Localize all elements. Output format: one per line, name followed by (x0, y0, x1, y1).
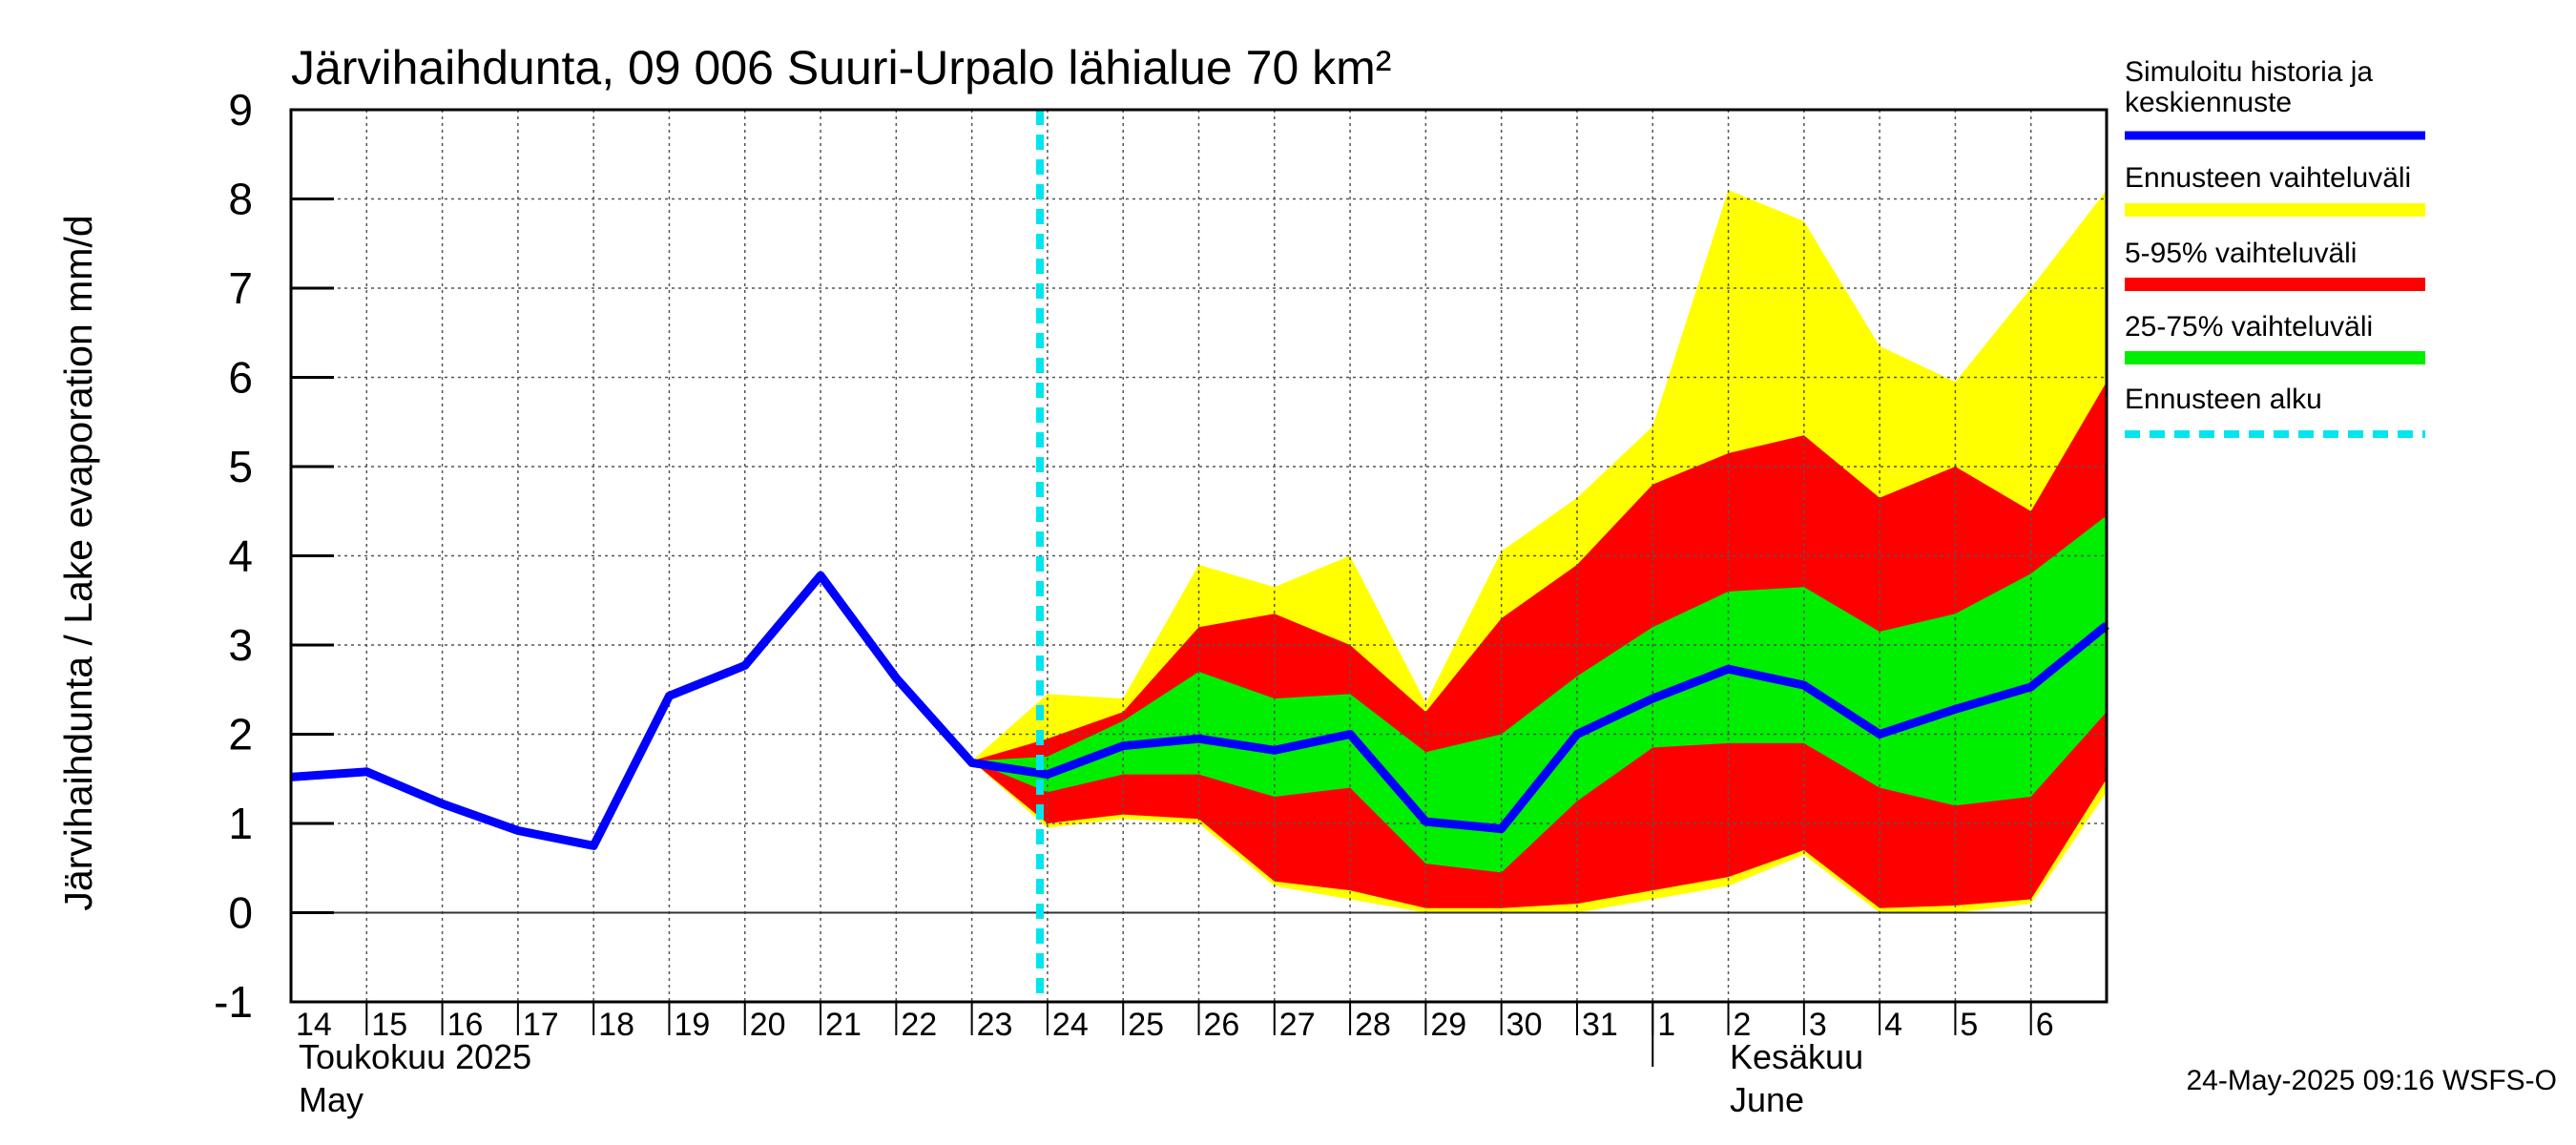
x-tick-label: 27 (1279, 1007, 1316, 1043)
band-layer (971, 190, 2107, 913)
y-tick-label: 7 (228, 263, 253, 313)
x-tick-label: 26 (1204, 1007, 1240, 1043)
x-tick-label: 25 (1128, 1007, 1164, 1043)
legend-label-median-line2: keskiennuste (2125, 87, 2292, 118)
x-tick-label: 19 (674, 1007, 710, 1043)
x-tick-label: 21 (825, 1007, 862, 1043)
timestamp: 24-May-2025 09:16 WSFS-O (2187, 1065, 2558, 1096)
median-line-layer (290, 571, 2109, 850)
x-tick-label: 23 (977, 1007, 1013, 1043)
y-tick-label: 0 (228, 888, 253, 938)
x-tick-label: 22 (901, 1007, 937, 1043)
x-tick-label: 6 (2036, 1007, 2054, 1043)
x-tick-label: 29 (1430, 1007, 1466, 1043)
y-tick-label: 5 (228, 442, 253, 491)
y-tick-label: 3 (228, 620, 253, 670)
legend-label-5-95: 5-95% vaihteluväli (2125, 238, 2357, 269)
x-tick-label: 2 (1734, 1007, 1752, 1043)
grid-layer (291, 110, 2107, 1002)
x-tick-label: 14 (296, 1007, 332, 1043)
month-label-may-line1: Toukokuu 2025 (299, 1037, 531, 1076)
month-label-june-line1: Kesäkuu (1730, 1037, 1863, 1076)
y-tick-label: 2 (228, 710, 253, 760)
y-tick-labels: -1 0 1 2 3 4 5 6 7 8 9 (214, 85, 253, 1027)
x-tick-label: 20 (750, 1007, 786, 1043)
legend-label-forecast-start: Ennusteen alku (2125, 384, 2322, 415)
y-tick-label: 8 (228, 175, 253, 224)
x-tick-label: 28 (1355, 1007, 1391, 1043)
x-tick-label: 5 (1960, 1007, 1978, 1043)
month-label-may-line2: May (299, 1080, 364, 1119)
y-tick-label: 9 (228, 85, 253, 135)
month-label-june-line2: June (1730, 1080, 1804, 1119)
x-tick-label: 17 (523, 1007, 559, 1043)
y-tick-label: 1 (228, 799, 253, 848)
y-tick-label: 6 (228, 353, 253, 403)
x-tick-label: 4 (1884, 1007, 1902, 1043)
x-tick-label: 18 (598, 1007, 634, 1043)
x-tick-label: 15 (371, 1007, 407, 1043)
x-tick-label: 16 (447, 1007, 484, 1043)
y-tick-label: -1 (214, 977, 253, 1027)
x-tick-label: 3 (1809, 1007, 1827, 1043)
y-tick-label: 4 (228, 531, 253, 581)
y-axis-label: Järvihaihdunta / Lake evaporation mm/d (56, 215, 100, 910)
x-tick-label: 30 (1506, 1007, 1543, 1043)
legend-label-range: Ennusteen vaihteluväli (2125, 162, 2411, 194)
legend-label-25-75: 25-75% vaihteluväli (2125, 311, 2373, 343)
x-tick-label: 24 (1052, 1007, 1089, 1043)
x-tick-label: 1 (1657, 1007, 1675, 1043)
x-tick-labels: 14 15 16 17 18 19 20 21 22 23 24 25 26 27 28 29 30 31 1 2 3 4… (296, 1007, 2054, 1043)
x-tick-label: 31 (1582, 1007, 1618, 1043)
axes-layer (289, 108, 2109, 1067)
legend: Simuloitu historia ja keskiennuste Ennus… (2125, 56, 2425, 438)
legend-label-median-line1: Simuloitu historia ja (2125, 56, 2373, 88)
chart-title: Järvihaihdunta, 09 006 Suuri-Urpalo lähi… (291, 41, 1391, 94)
band-25-75 (971, 515, 2107, 873)
